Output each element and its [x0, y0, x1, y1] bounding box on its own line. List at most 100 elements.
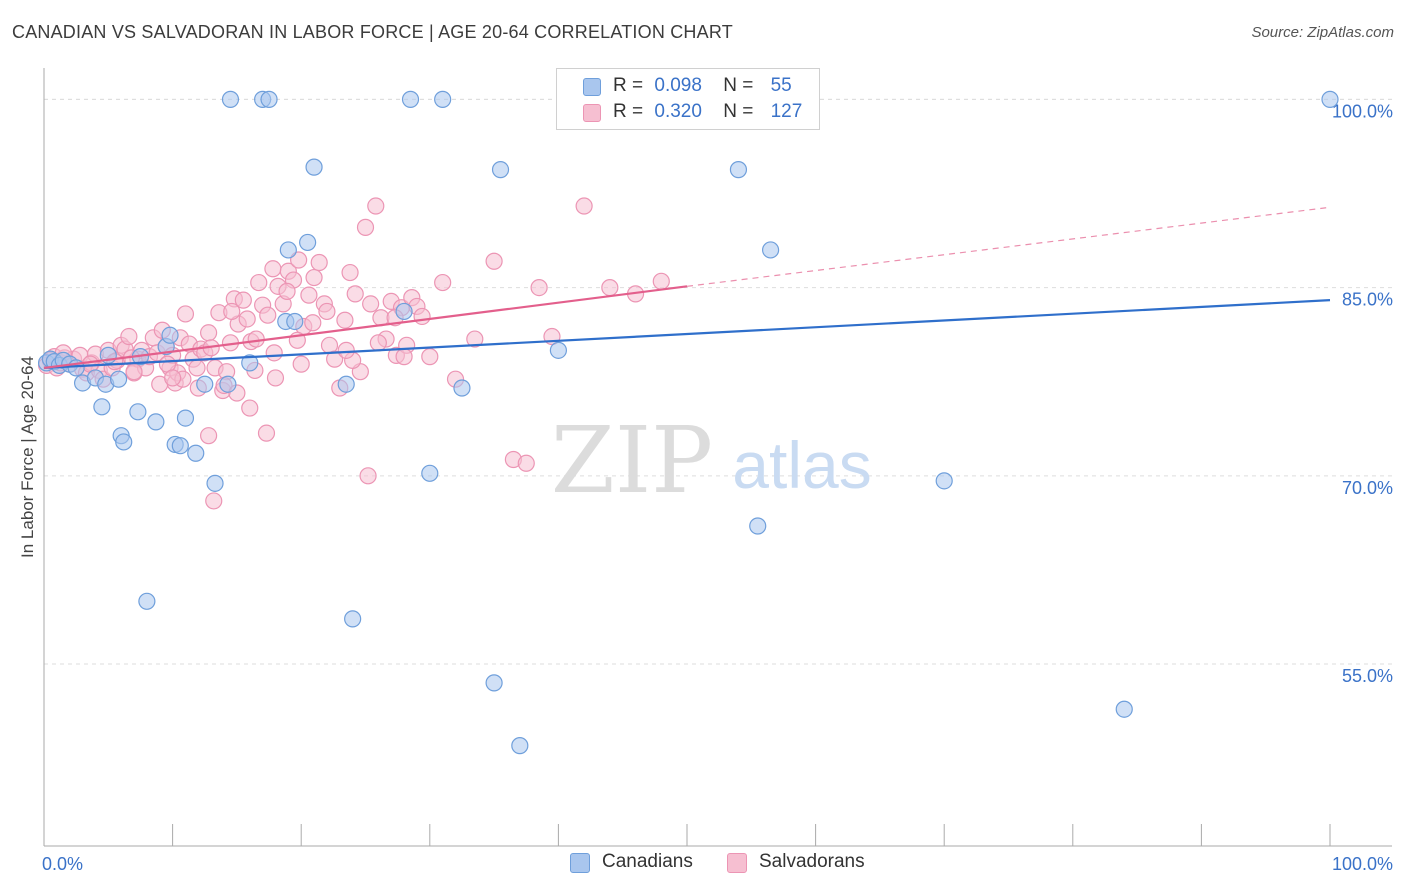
salvadoran-point: [257, 424, 276, 442]
salvadoran-point: [337, 341, 355, 359]
salvadorans-n-label: N =: [723, 101, 754, 122]
canadian-point: [453, 379, 471, 397]
salvadoran-point: [176, 305, 195, 323]
salvadoran-point: [413, 307, 431, 326]
salvadoran-point: [264, 260, 282, 278]
salvadoran-point: [205, 492, 223, 510]
canadian-point: [171, 437, 189, 455]
salvadoran-point: [120, 327, 138, 346]
watermark: ZIP atlas: [551, 407, 872, 514]
canadian-point: [147, 413, 165, 431]
trend-lines: [43, 206, 1331, 370]
chart-title: CANADIAN VS SALVADORAN IN LABOR FORCE | …: [12, 22, 733, 42]
salvadoran-point: [241, 399, 259, 417]
canadian-point: [221, 90, 240, 108]
salvadorans-r-value: 0.320: [654, 101, 702, 122]
canadian-point: [749, 517, 767, 535]
canadian-point: [286, 312, 304, 331]
salvadoran-point: [367, 197, 385, 215]
x-tick-label: 100.0%: [1332, 854, 1393, 874]
canadians-legend-swatch: [570, 853, 590, 873]
salvadoran-point: [278, 282, 296, 300]
canadians-r-value: 0.098: [654, 75, 702, 96]
correlation-legend: R = 0.098 N = 55 R = 0.320 N = 127: [556, 68, 820, 130]
canadians-r-label: R =: [613, 75, 644, 96]
gridlines: [44, 98, 1392, 665]
salvadoran-point: [305, 268, 323, 287]
chart-source: Source: ZipAtlas.com: [1251, 24, 1394, 41]
salvadorans-legend-label: Salvadorans: [759, 851, 865, 872]
salvadoran-point: [359, 467, 377, 485]
canadians-n-label: N =: [723, 75, 754, 96]
canadian-point: [109, 370, 128, 388]
canadian-point: [138, 592, 156, 610]
canadian-point: [161, 326, 179, 344]
data-points: [37, 90, 1339, 755]
canadians-swatch: [583, 78, 601, 96]
canadian-point: [299, 233, 317, 252]
salvadoran-point: [125, 363, 143, 381]
canadian-point: [511, 737, 529, 755]
canadian-point: [935, 472, 953, 490]
canadian-point: [279, 241, 297, 259]
y-axis-label: In Labor Force | Age 20-64: [18, 356, 37, 558]
salvadoran-point: [341, 263, 359, 282]
salvadoran-point: [250, 273, 268, 292]
canadian-point: [260, 90, 278, 108]
canadian-point: [219, 375, 237, 393]
watermark-zip: ZIP: [551, 407, 713, 514]
salvadoran-point: [530, 278, 548, 297]
y-tick-label: 70.0%: [1342, 478, 1393, 498]
canadian-point: [206, 474, 224, 492]
canadian-point: [491, 161, 510, 179]
salvadoran-point: [336, 311, 354, 329]
canadian-point: [344, 610, 362, 628]
salvadoran-point: [266, 369, 285, 387]
canadian-point: [337, 375, 355, 393]
canadians-legend-label: Canadians: [602, 851, 693, 872]
y-tick-label: 85.0%: [1342, 290, 1393, 310]
salvadoran-point: [234, 291, 252, 309]
salvadoran-point: [304, 314, 322, 332]
salvadoran-point: [346, 285, 364, 303]
salvadoran-point: [200, 427, 218, 445]
salvadoran-point: [188, 359, 206, 377]
salvadorans-trend-line: [43, 285, 688, 369]
salvadoran-point: [466, 330, 484, 348]
y-tick-label: 100.0%: [1332, 101, 1393, 121]
canadian-point: [761, 241, 780, 259]
salvadoran-point: [164, 369, 182, 387]
salvadorans-n-value: 127: [770, 101, 803, 122]
salvadorans-legend-swatch: [727, 853, 747, 873]
canadian-point: [395, 302, 413, 321]
salvadoran-point: [300, 286, 318, 304]
salvadoran-point: [517, 454, 535, 472]
salvadoran-point: [652, 272, 670, 290]
canadian-point: [129, 403, 147, 421]
salvadoran-point: [485, 252, 503, 270]
canadian-point: [115, 433, 133, 451]
salvadoran-point: [200, 324, 218, 342]
salvadoran-point: [575, 197, 593, 215]
salvadoran-point: [290, 251, 308, 269]
salvadoran-point: [310, 253, 328, 272]
salvadoran-point: [265, 344, 283, 362]
canadian-point: [196, 375, 214, 393]
salvadoran-point: [259, 306, 277, 324]
salvadorans-swatch: [583, 104, 601, 122]
salvadoran-point: [326, 350, 344, 368]
canadian-point: [241, 354, 259, 372]
canadian-point: [1115, 700, 1133, 718]
canadian-point: [729, 161, 748, 179]
salvadoran-point: [421, 348, 439, 366]
canadian-point: [485, 674, 503, 692]
salvadoran-point: [434, 273, 452, 292]
axes: 55.0% 70.0% 85.0% 100.0% 0.0% 100.0%: [42, 68, 1393, 874]
canadian-point: [93, 398, 111, 416]
canadian-point: [549, 341, 568, 359]
canadian-point: [434, 90, 452, 108]
canadian-point: [176, 409, 195, 427]
canadian-point: [305, 158, 323, 176]
salvadoran-point: [356, 218, 375, 236]
